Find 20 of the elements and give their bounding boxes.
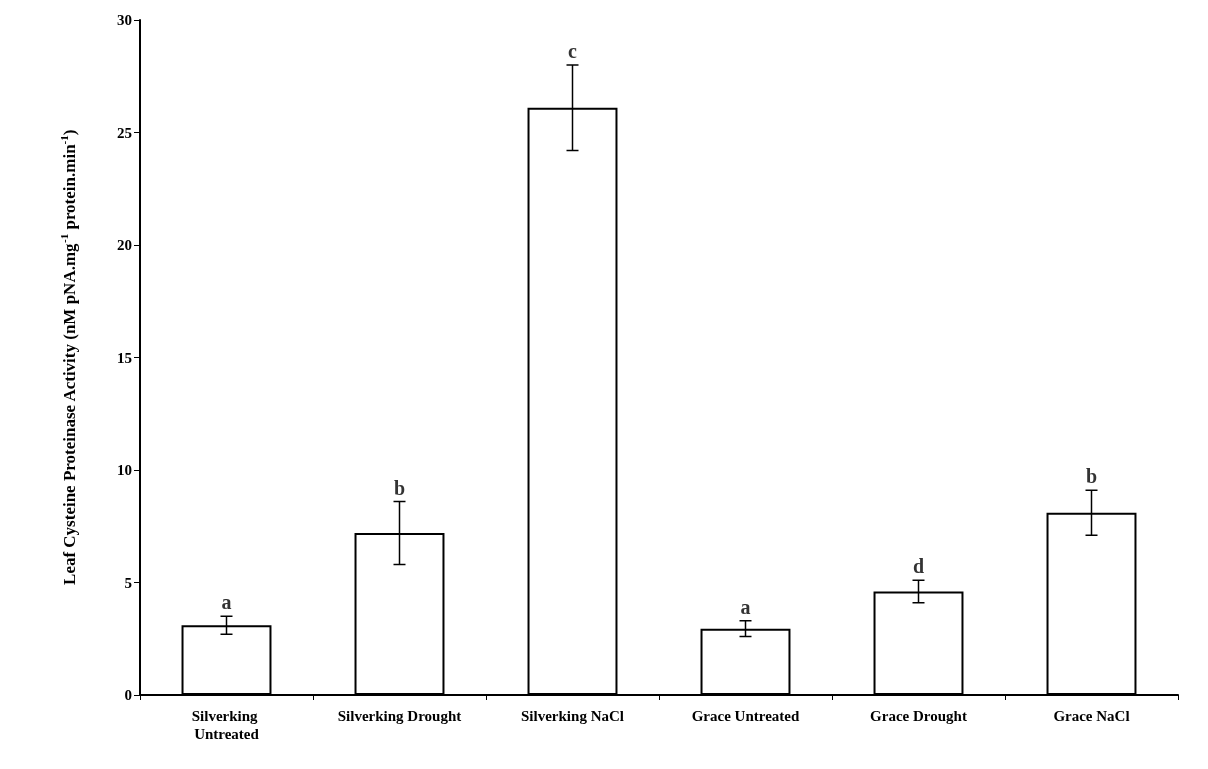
y-tick-label: 5 (124, 574, 132, 591)
x-tick-label: Silverking NaCl (521, 708, 624, 724)
y-tick-label: 0 (124, 687, 132, 703)
y-tick-label: 20 (117, 237, 132, 253)
y-tick-label: 10 (117, 462, 132, 478)
x-tick-label: Grace Drought (870, 708, 967, 724)
annotation: d (912, 555, 925, 578)
annotation: b (1085, 465, 1098, 488)
y-tick-label: 30 (117, 12, 132, 28)
y-tick-label: 25 (117, 124, 132, 141)
x-tick-label: Grace Untreated (691, 708, 800, 724)
x-tick-label: Silverking Untreated (191, 708, 262, 742)
x-tick-label: Grace NaCl (1053, 708, 1130, 724)
y-tick-label: 15 (117, 349, 132, 366)
x-tick-label: Silverking Drought (337, 708, 462, 724)
annotation: b (393, 476, 406, 499)
annotation: a (740, 595, 751, 618)
annotation: a (221, 591, 232, 614)
annotation: c (568, 40, 578, 62)
y-axis-title: Leaf Cysteine Proteinase Activity (nM pNA.mg-1 protein.min-1) (57, 129, 79, 585)
